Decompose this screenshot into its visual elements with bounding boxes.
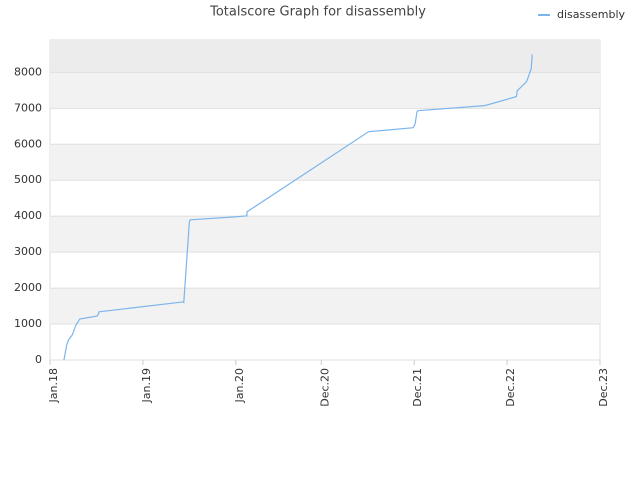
x-tick-label: Jan.18	[47, 368, 60, 403]
x-tick-label: Jan.19	[140, 368, 153, 403]
y-tick-label: 2000	[14, 281, 42, 294]
band	[50, 144, 600, 181]
y-tick-label: 0	[35, 353, 42, 366]
legend-label: disassembly	[557, 8, 625, 21]
y-tick-label: 6000	[14, 137, 42, 150]
band	[50, 40, 600, 73]
band	[50, 72, 600, 109]
line	[63, 54, 533, 361]
y-tick-label: 4000	[14, 209, 42, 222]
x-tick-label: Jan.20	[233, 368, 246, 403]
band	[50, 216, 600, 253]
chart-title: Totalscore Graph for disassembly	[209, 5, 426, 20]
y-tick-label: 5000	[14, 173, 42, 186]
x-tick-label: Dec.23	[597, 368, 610, 407]
x-tick-label: Dec.21	[411, 368, 424, 407]
y-tick-label: 3000	[14, 245, 42, 258]
y-tick-label: 7000	[14, 101, 42, 114]
y-tick-label: 1000	[14, 317, 42, 330]
band	[50, 288, 600, 325]
x-tick-label: Dec.20	[318, 368, 331, 407]
y-tick-label: 8000	[14, 65, 42, 78]
x-tick-label: Dec.22	[504, 368, 517, 407]
